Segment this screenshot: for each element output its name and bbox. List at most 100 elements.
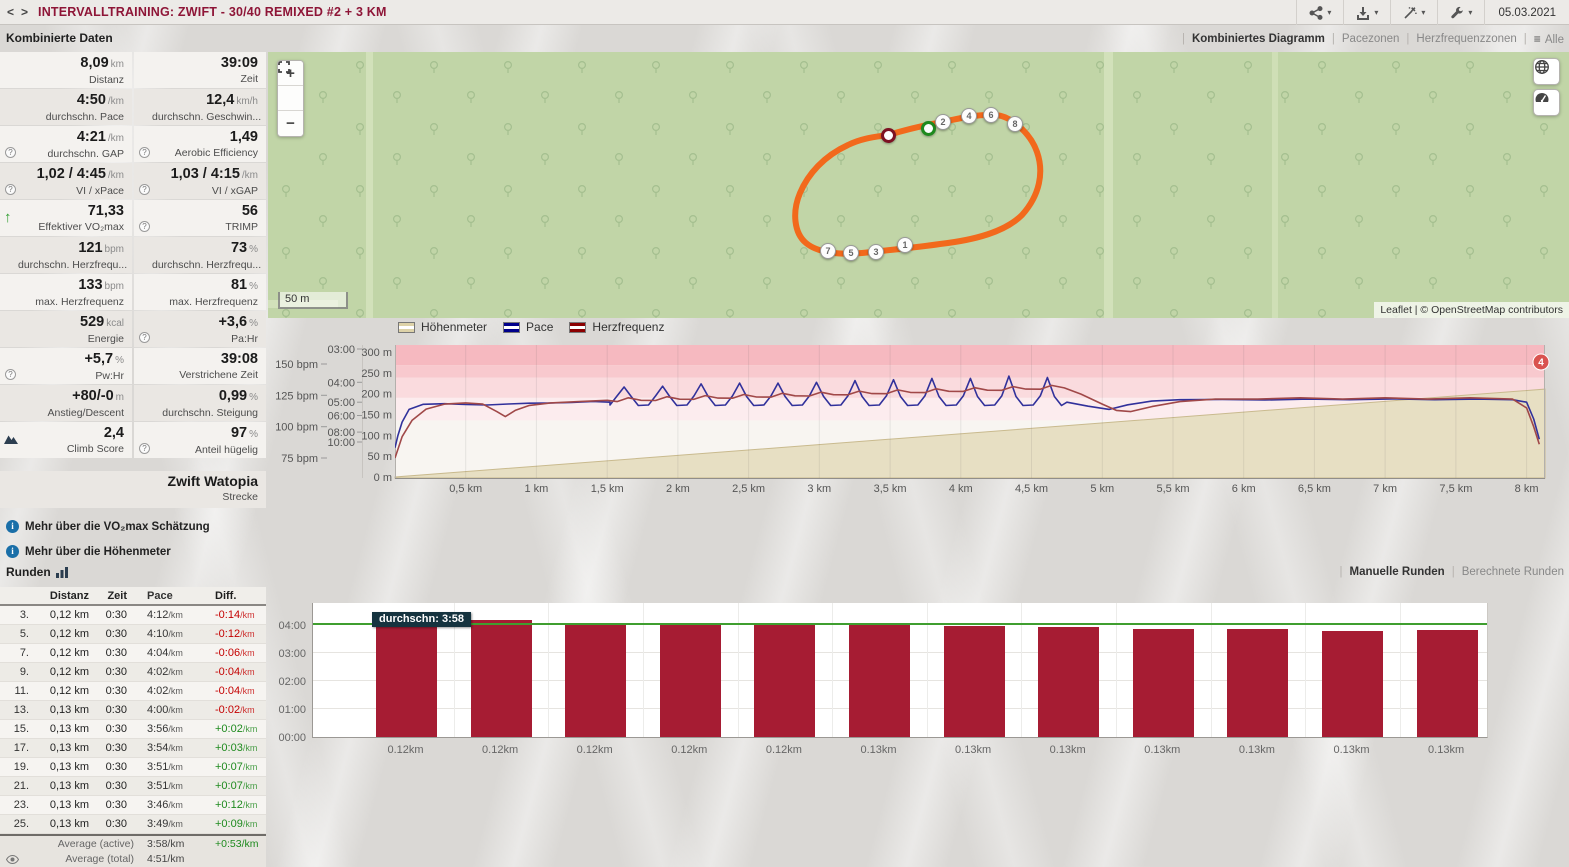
svg-text:150 m: 150 m: [361, 409, 392, 421]
stat-label: Effektiver VO₂max: [38, 221, 124, 233]
info-link[interactable]: i Mehr über die Höhenmeter: [6, 545, 264, 558]
svg-text:8 km: 8 km: [1515, 483, 1539, 495]
help-icon[interactable]: ?: [5, 184, 16, 195]
map-marker-4[interactable]: 4: [961, 108, 977, 124]
legend-item-höhenmeter[interactable]: Höhenmeter: [398, 320, 487, 334]
average-label: Average (active): [57, 838, 134, 850]
stat-distanz: 8,09 km Distanz: [0, 52, 132, 88]
map-layers-button[interactable]: [1533, 58, 1560, 85]
svg-text:0,5 km: 0,5 km: [449, 483, 482, 495]
map-scale: 50 m: [278, 292, 348, 309]
bar-chart-y-tick: 02:00: [278, 675, 306, 688]
tab-manuelle-runden[interactable]: Manuelle Runden: [1349, 566, 1445, 578]
stat-value: 1,03 / 4:15: [170, 166, 240, 182]
svg-text:05:00: 05:00: [327, 397, 355, 409]
lap-row: 13. 0,13 km 0:30 4:00/km -0:02/km: [0, 701, 266, 720]
stat-durchschn-herzfrequ: 121 bpm durchschn. Herzfrequ...: [0, 237, 132, 273]
tab-kombiniertes-diagramm[interactable]: Kombiniertes Diagramm: [1191, 33, 1325, 45]
zoom-out-button[interactable]: −: [278, 111, 303, 136]
map-marker-2[interactable]: 2: [935, 114, 951, 130]
stat-row: +5,7% Pw:Hr? 39:08 Verstrichene Zeit: [0, 348, 266, 384]
fullscreen-button[interactable]: [278, 61, 303, 111]
help-icon[interactable]: ?: [139, 184, 150, 195]
svg-text:1 km: 1 km: [524, 483, 548, 495]
lap-bar[interactable]: [849, 624, 910, 737]
lap-bar[interactable]: [754, 623, 816, 737]
laps-bar-chart[interactable]: 00:00 01:00 02:00 03:00 04:00 0.12km 0.12km 0.…: [268, 598, 1569, 763]
lap-bar[interactable]: [470, 619, 532, 737]
map-marker-1[interactable]: 1: [897, 237, 913, 253]
lap-bar[interactable]: [659, 623, 721, 737]
legend-label: Herzfrequenz: [592, 320, 665, 334]
svg-text:125 bpm: 125 bpm: [275, 390, 318, 402]
stat-label: max. Herzfrequenz: [35, 296, 124, 308]
tab-alle[interactable]: ≡ Alle: [1533, 32, 1564, 46]
help-icon[interactable]: ?: [139, 147, 150, 158]
svg-text:200 m: 200 m: [361, 389, 392, 401]
chart-icon[interactable]: [55, 566, 68, 578]
lap-bar[interactable]: [376, 618, 437, 737]
map-marker-7[interactable]: 7: [820, 243, 836, 259]
info-link[interactable]: i Mehr über die VO₂max Schätzung: [6, 520, 264, 533]
lap-bar[interactable]: [1038, 627, 1100, 737]
map-marker-8[interactable]: 8: [1007, 116, 1023, 132]
lap-row: 5. 0,12 km 0:30 4:10/km -0:12/km: [0, 625, 266, 644]
bar-chart-y-tick: 01:00: [278, 703, 306, 716]
help-icon[interactable]: ?: [139, 332, 150, 343]
map-marker-6[interactable]: 6: [983, 107, 999, 123]
lap-bar[interactable]: [1227, 628, 1289, 737]
svg-text:50 m: 50 m: [368, 451, 392, 463]
tab-herzfrequenzzonen[interactable]: Herzfrequenzzonen: [1416, 33, 1517, 45]
column-header-pace: Pace: [147, 590, 173, 602]
lap-row: 9. 0,12 km 0:30 4:02/km -0:04/km: [0, 663, 266, 682]
share-button[interactable]: ▾: [1296, 0, 1343, 25]
svg-text:5,5 km: 5,5 km: [1156, 483, 1189, 495]
help-icon[interactable]: ?: [5, 147, 16, 158]
help-icon[interactable]: ?: [139, 221, 150, 232]
stat-unit: /km: [107, 96, 124, 107]
stat-value: 1,49: [229, 129, 258, 145]
lap-bar[interactable]: [1322, 631, 1383, 737]
tab-pacezonen[interactable]: Pacezonen: [1341, 33, 1400, 45]
next-activity-button[interactable]: >: [21, 5, 29, 19]
help-icon[interactable]: ?: [139, 443, 150, 454]
stat-label: Zeit: [240, 73, 258, 85]
svg-text:2 km: 2 km: [666, 483, 690, 495]
download-button[interactable]: ▾: [1343, 0, 1390, 25]
svg-text:3 km: 3 km: [807, 483, 831, 495]
help-icon[interactable]: ?: [5, 369, 16, 380]
stat-label: Energie: [87, 333, 124, 345]
svg-text:7,5 km: 7,5 km: [1439, 483, 1472, 495]
legend-item-pace[interactable]: Pace: [503, 320, 553, 334]
stat-value: 4:50: [76, 92, 106, 108]
map-marker-start[interactable]: [880, 127, 896, 143]
lap-bar[interactable]: [1416, 629, 1478, 737]
svg-text:08:00: 08:00: [327, 427, 355, 439]
bar-label: 0.13km: [1428, 744, 1465, 756]
lap-bar[interactable]: [565, 622, 627, 737]
lap-bar[interactable]: [1132, 628, 1194, 737]
lap-bar[interactable]: [943, 626, 1005, 737]
stat-label: max. Herzfrequenz: [169, 296, 258, 308]
stat-unit: /km: [107, 133, 124, 144]
combined-chart[interactable]: Höhenmeter Pace Herzfrequenz 150 bpm 125 bp…: [268, 318, 1569, 510]
map-marker-3[interactable]: 3: [868, 244, 884, 260]
stat-vi-xpace: 1,02 / 4:45/km VI / xPace?: [0, 163, 132, 199]
stat-anstieg-descent: +80/-0 m Anstieg/Descent: [0, 385, 132, 421]
bar-label: 0.12km: [671, 744, 708, 756]
svg-text:4: 4: [1538, 358, 1544, 369]
tab-berechnete-runden[interactable]: Berechnete Runden: [1461, 566, 1564, 578]
map-gauge-button[interactable]: [1533, 89, 1560, 116]
legend-item-herzfrequenz[interactable]: Herzfrequenz: [569, 320, 664, 334]
tools-button[interactable]: ▾: [1390, 0, 1437, 25]
map-marker-5[interactable]: 5: [843, 245, 859, 261]
map-marker-current[interactable]: [920, 120, 936, 136]
settings-button[interactable]: ▾: [1437, 0, 1484, 25]
zoom-in-button[interactable]: +: [278, 61, 303, 86]
prev-activity-button[interactable]: <: [7, 5, 15, 19]
eye-icon[interactable]: [6, 855, 19, 864]
stat-label: Aerobic Efficiency: [174, 147, 258, 159]
legend-label: Höhenmeter: [421, 320, 488, 334]
stat-unit: m: [115, 392, 124, 403]
